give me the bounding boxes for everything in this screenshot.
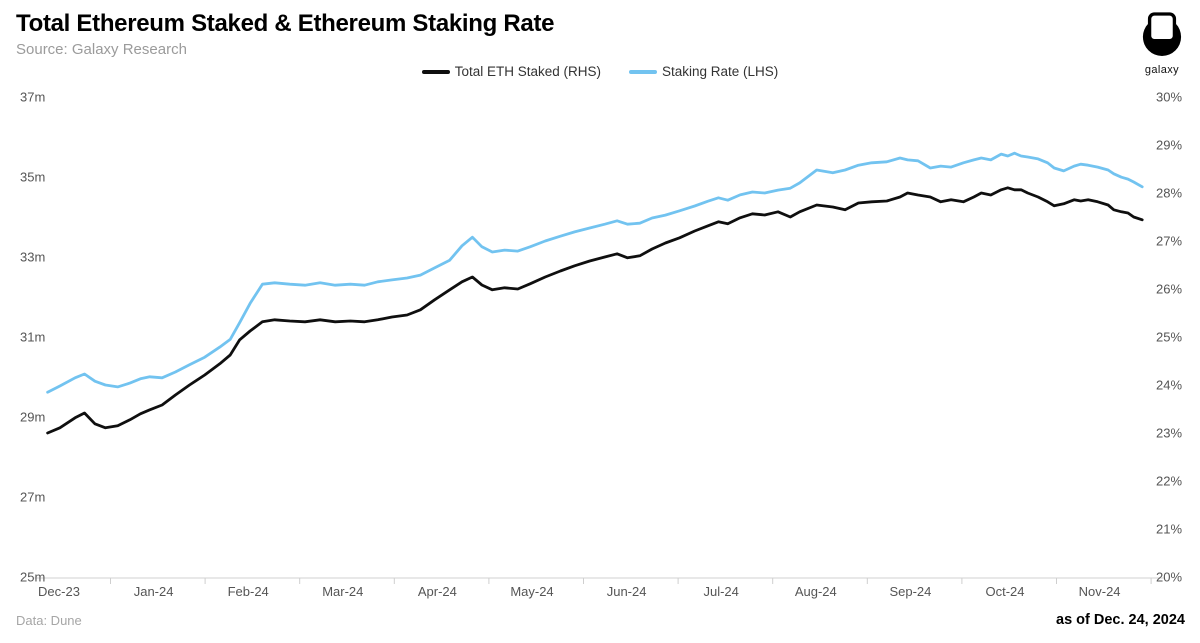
y-axis-label-left: 35m — [20, 170, 45, 185]
legend-label-staking-rate: Staking Rate (LHS) — [661, 64, 779, 79]
y-axis-label-left: 31m — [20, 330, 45, 345]
data-source-label: Data: Dune — [16, 613, 82, 628]
x-axis-label: May-24 — [510, 584, 553, 599]
galaxy-logo-text: galaxy — [1144, 64, 1180, 76]
chart-legend: Total ETH Staked (RHS) Staking Rate (LHS… — [0, 64, 1200, 79]
x-axis-label: Feb-24 — [228, 584, 269, 599]
x-axis-label: Mar-24 — [322, 584, 363, 599]
x-axis-label: Aug-24 — [795, 584, 837, 599]
source-label: Source: Galaxy Research — [16, 41, 187, 58]
y-axis-label-left: 27m — [20, 490, 45, 505]
y-axis-label-right: 30% — [1156, 90, 1182, 105]
series-line-staking-rate-lhs — [46, 151, 1144, 394]
y-axis-label-right: 22% — [1156, 474, 1182, 489]
legend-swatch-staking-rate — [628, 69, 657, 74]
legend-label-total-eth-staked: Total ETH Staked (RHS) — [454, 64, 601, 79]
chart-header: Total Ethereum Staked & Ethereum Staking… — [16, 10, 554, 58]
y-axis-label-right: 28% — [1156, 186, 1182, 201]
y-axis-label-left: 29m — [20, 410, 45, 425]
y-axis-label-left: 25m — [20, 570, 45, 585]
y-axis-label-right: 29% — [1156, 138, 1182, 153]
y-axis-label-left: 33m — [20, 250, 45, 265]
galaxy-logo: galaxy — [1126, 12, 1198, 76]
legend-item-staking-rate: Staking Rate (LHS) — [628, 64, 779, 79]
x-axis-label: Jan-24 — [134, 584, 174, 599]
y-axis-label-right: 24% — [1156, 378, 1182, 393]
x-axis-label: Nov-24 — [1079, 584, 1121, 599]
y-axis-label-right: 25% — [1156, 330, 1182, 345]
legend-swatch-total-eth-staked — [421, 69, 450, 74]
x-axis-label: Sep-24 — [889, 584, 931, 599]
y-axis-label-right: 23% — [1156, 426, 1182, 441]
x-axis-label: Oct-24 — [985, 584, 1024, 599]
x-axis-label: Dec-23 — [38, 584, 80, 599]
galaxy-logo-icon — [1142, 12, 1182, 56]
series-line-total-eth-staked-rhs — [46, 186, 1144, 435]
y-axis-label-left: 37m — [20, 90, 45, 105]
as-of-date: as of Dec. 24, 2024 — [1056, 612, 1185, 628]
page-title: Total Ethereum Staked & Ethereum Staking… — [16, 10, 555, 37]
y-axis-label-right: 27% — [1156, 234, 1182, 249]
y-axis-label-right: 21% — [1156, 522, 1182, 537]
y-axis-label-right: 26% — [1156, 282, 1182, 297]
x-axis-label: Jul-24 — [703, 584, 738, 599]
x-axis-label: Jun-24 — [607, 584, 647, 599]
legend-item-total-eth-staked: Total ETH Staked (RHS) — [421, 64, 601, 79]
x-axis-label: Apr-24 — [418, 584, 457, 599]
y-axis-label-right: 20% — [1156, 570, 1182, 585]
